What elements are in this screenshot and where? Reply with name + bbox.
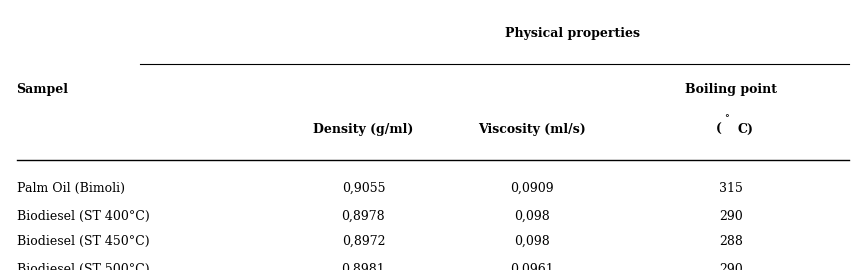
- Text: 0,8978: 0,8978: [341, 210, 385, 223]
- Text: 315: 315: [718, 182, 742, 195]
- Text: Boiling point: Boiling point: [684, 83, 776, 96]
- Text: Palm Oil (Bimoli): Palm Oil (Bimoli): [17, 182, 125, 195]
- Text: 0,9055: 0,9055: [341, 182, 385, 195]
- Text: (: (: [715, 123, 721, 136]
- Text: Biodiesel (ST 500°C): Biodiesel (ST 500°C): [17, 263, 150, 270]
- Text: 290: 290: [718, 210, 742, 223]
- Text: 0,0909: 0,0909: [510, 182, 554, 195]
- Text: Biodiesel (ST 450°C): Biodiesel (ST 450°C): [17, 235, 150, 248]
- Text: Physical properties: Physical properties: [505, 27, 639, 40]
- Text: 0,098: 0,098: [514, 210, 549, 223]
- Text: 0,8972: 0,8972: [341, 235, 385, 248]
- Text: 0,8981: 0,8981: [341, 263, 385, 270]
- Text: Viscosity (ml/s): Viscosity (ml/s): [478, 123, 585, 136]
- Text: 290: 290: [718, 263, 742, 270]
- Text: Biodiesel (ST 400°C): Biodiesel (ST 400°C): [17, 210, 150, 223]
- Text: 0,098: 0,098: [514, 235, 549, 248]
- Text: °: °: [723, 114, 728, 123]
- Text: C): C): [737, 123, 753, 136]
- Text: 288: 288: [718, 235, 742, 248]
- Text: Sampel: Sampel: [16, 83, 68, 96]
- Text: 0,0961: 0,0961: [510, 263, 554, 270]
- Text: Density (g/ml): Density (g/ml): [313, 123, 413, 136]
